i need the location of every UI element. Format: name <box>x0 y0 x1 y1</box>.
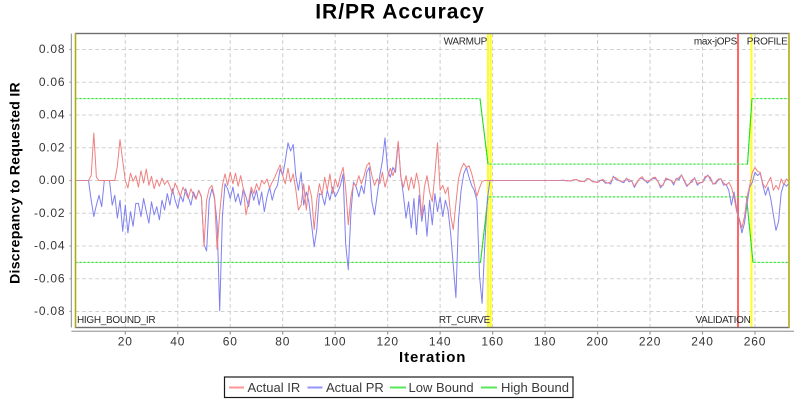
svg-text:120: 120 <box>376 335 398 349</box>
svg-text:-0.04: -0.04 <box>34 239 65 253</box>
svg-text:-0.02: -0.02 <box>34 206 65 220</box>
svg-text:260: 260 <box>744 335 766 349</box>
svg-text:WARMUP: WARMUP <box>444 37 488 48</box>
svg-text:PROFILE: PROFILE <box>747 37 788 48</box>
svg-text:200: 200 <box>586 335 608 349</box>
svg-text:140: 140 <box>429 335 451 349</box>
svg-text:220: 220 <box>639 335 661 349</box>
svg-text:0.08: 0.08 <box>39 42 66 56</box>
svg-text:Actual IR: Actual IR <box>248 380 301 395</box>
svg-text:0.04: 0.04 <box>39 108 66 122</box>
svg-text:High Bound: High Bound <box>501 380 569 395</box>
svg-text:-0.08: -0.08 <box>34 304 65 318</box>
svg-text:80: 80 <box>275 335 290 349</box>
svg-text:IR/PR Accuracy: IR/PR Accuracy <box>315 1 485 24</box>
svg-text:180: 180 <box>534 335 556 349</box>
svg-text:VALIDATION: VALIDATION <box>696 315 751 326</box>
svg-text:20: 20 <box>118 335 133 349</box>
svg-text:0.02: 0.02 <box>39 140 66 154</box>
svg-text:40: 40 <box>170 335 185 349</box>
svg-text:0.06: 0.06 <box>39 75 66 89</box>
svg-text:0.00: 0.00 <box>39 173 66 187</box>
svg-text:Low Bound: Low Bound <box>409 380 474 395</box>
svg-text:Actual PR: Actual PR <box>326 380 384 395</box>
svg-text:Discrepancy to Requested IR: Discrepancy to Requested IR <box>7 82 23 284</box>
svg-text:HIGH_BOUND_IR: HIGH_BOUND_IR <box>77 315 155 326</box>
svg-text:240: 240 <box>691 335 713 349</box>
svg-text:RT_CURVE: RT_CURVE <box>439 315 491 326</box>
svg-text:100: 100 <box>324 335 346 349</box>
svg-text:60: 60 <box>223 335 238 349</box>
svg-text:160: 160 <box>481 335 503 349</box>
svg-text:max-jOPS: max-jOPS <box>694 37 738 48</box>
svg-text:-0.06: -0.06 <box>34 271 65 285</box>
svg-text:Iteration: Iteration <box>399 349 466 366</box>
